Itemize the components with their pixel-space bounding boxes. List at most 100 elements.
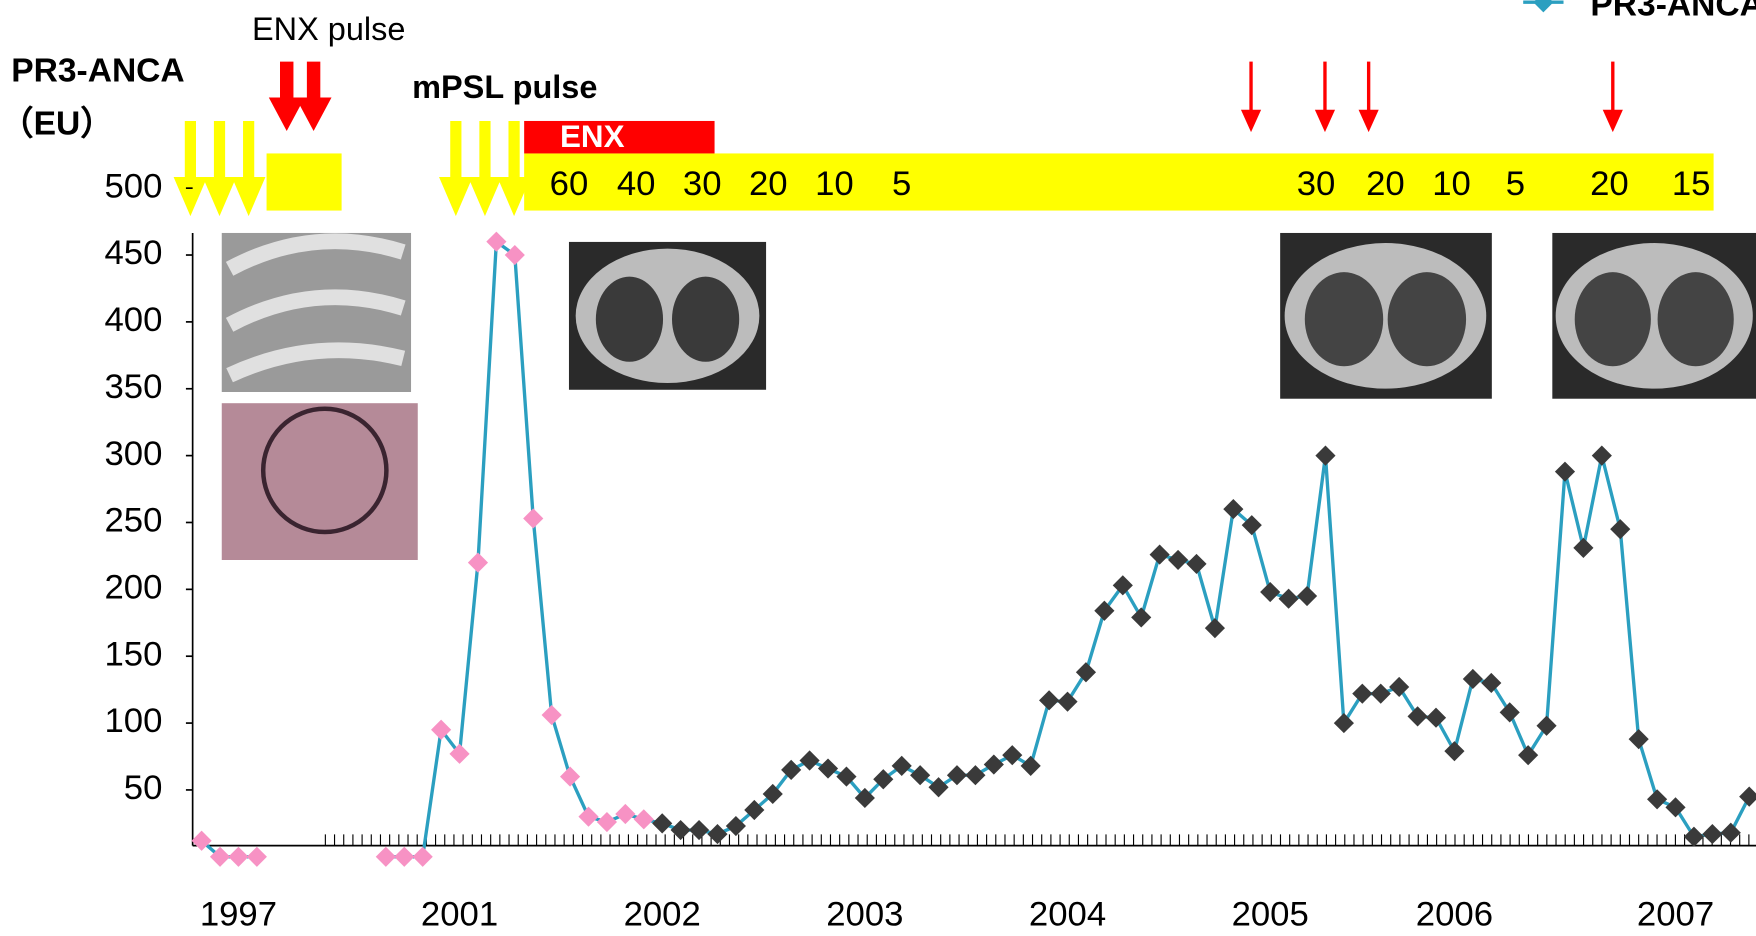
data-point — [1296, 585, 1318, 607]
data-point — [873, 769, 894, 790]
data-point — [1499, 702, 1520, 723]
dose-label: 20 — [1590, 165, 1629, 203]
x-tick-label: 2006 — [1416, 895, 1493, 933]
data-point — [1444, 741, 1465, 762]
data-point — [1665, 797, 1686, 818]
data-point — [246, 846, 267, 867]
data-point — [707, 823, 728, 845]
dose-label: 30 — [1297, 165, 1336, 203]
x-tick-label: 1997 — [200, 895, 277, 933]
data-point — [928, 777, 949, 798]
data-point — [1370, 683, 1391, 704]
data-point — [910, 765, 931, 786]
data-point — [1002, 745, 1023, 766]
data-point — [1204, 618, 1225, 639]
data-point — [578, 806, 599, 827]
data-point — [1462, 668, 1483, 690]
dose-label: 15 — [1672, 165, 1711, 203]
y-tick-label: 100 — [104, 702, 162, 740]
data-point — [1407, 706, 1428, 727]
legend-marker — [1533, 0, 1554, 13]
annotation: mPSL pulse — [412, 69, 597, 105]
data-point — [836, 766, 857, 787]
data-point — [1039, 690, 1060, 711]
ct-lung — [1574, 272, 1651, 367]
pulse-arrows — [173, 120, 531, 217]
data-point — [375, 846, 396, 867]
data-point — [1075, 662, 1097, 683]
treatment-bar — [266, 153, 342, 211]
data-point — [799, 750, 820, 771]
x-tick-label: 2002 — [624, 895, 701, 933]
ct-lung — [595, 276, 664, 362]
annotation: ENX pulse — [252, 11, 405, 47]
data-point — [1591, 445, 1612, 466]
data-point — [486, 231, 507, 252]
glomerulus — [260, 406, 389, 535]
y-tick-label: 50 — [124, 769, 163, 807]
data-point — [670, 819, 691, 841]
data-point — [1278, 588, 1299, 609]
y-tick-label: 300 — [104, 435, 162, 473]
data-point — [1057, 691, 1078, 712]
y-tick-label: 350 — [104, 368, 162, 406]
data-point — [467, 552, 489, 573]
data-point — [228, 846, 249, 867]
ct-lung — [672, 276, 740, 362]
data-point — [1720, 822, 1741, 843]
data-point — [394, 846, 415, 867]
data-point — [1647, 789, 1668, 810]
data-point — [891, 755, 912, 776]
y-tick-label: 500 — [104, 167, 162, 205]
data-point — [523, 508, 544, 529]
data-point — [1149, 544, 1170, 565]
legend-label: PR3-ANCA — [1590, 0, 1756, 24]
data-point — [1739, 786, 1756, 807]
y-tick-label: 150 — [104, 635, 162, 673]
data-point — [1131, 607, 1152, 628]
data-point — [1352, 683, 1373, 704]
data-point — [946, 765, 968, 786]
y-tick-label: 250 — [104, 502, 162, 540]
data-point — [1610, 519, 1631, 540]
enx-bar — [524, 120, 715, 154]
data-point — [817, 758, 839, 779]
data-point — [1425, 707, 1447, 728]
data-point — [965, 765, 986, 786]
y-tick-label: 450 — [104, 234, 162, 272]
data-point — [209, 846, 231, 867]
dose-label: 10 — [1432, 165, 1471, 203]
dose-label: 30 — [683, 165, 722, 203]
data-point — [615, 803, 636, 825]
data-point — [1020, 755, 1041, 776]
data-point — [1573, 537, 1594, 558]
x-tick-label: 2003 — [826, 895, 903, 933]
data-point — [1315, 445, 1336, 466]
histology-pattern — [225, 233, 406, 383]
data-point — [688, 819, 710, 841]
data-point — [596, 811, 618, 833]
x-tick-label: 2007 — [1637, 895, 1714, 933]
treatment-bar — [524, 153, 1714, 211]
dose-label: 5 — [892, 165, 911, 203]
data-point — [1167, 549, 1189, 571]
dose-label: 10 — [815, 165, 854, 203]
x-tick-label: 2001 — [421, 895, 498, 933]
x-tick-label: 2005 — [1232, 895, 1309, 933]
data-point — [1518, 745, 1539, 766]
data-point — [1536, 715, 1557, 736]
histology-image — [221, 403, 418, 560]
y-axis-label: （EU） — [0, 104, 114, 142]
data-point — [1702, 823, 1723, 845]
ct-lung — [1304, 272, 1384, 367]
data-point — [1186, 553, 1207, 575]
data-point — [560, 766, 581, 787]
data-point — [412, 846, 433, 867]
ct-lung — [1657, 272, 1734, 367]
dose-label: 40 — [617, 165, 656, 203]
data-point — [652, 813, 673, 834]
data-point — [633, 809, 654, 830]
dose-label: 20 — [1366, 165, 1405, 203]
